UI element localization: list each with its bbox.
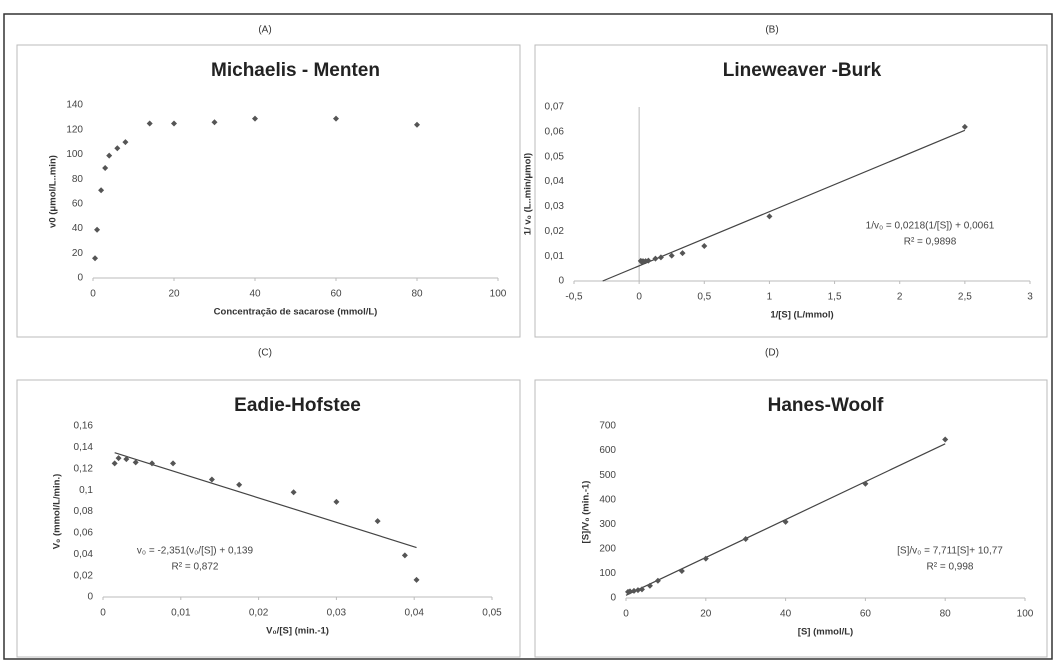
x-tick-label: 0,01: [171, 608, 191, 619]
x-tick-label: 40: [249, 289, 261, 300]
y-tick-label: 0,08: [74, 506, 94, 517]
y-tick-label: 0,04: [74, 549, 94, 560]
x-tick-label: 2,5: [958, 292, 972, 303]
figure: (A)Michaelis - Menten0204060801000204060…: [0, 0, 1056, 661]
y-tick-label: 0,12: [74, 463, 94, 474]
y-tick-label: 0,03: [545, 201, 565, 212]
y-tick-label: 600: [599, 445, 616, 456]
y-tick-label: 20: [72, 248, 84, 259]
x-axis-label: Concentração de sacarose (mmol/L): [214, 307, 378, 318]
y-tick-label: 0: [558, 276, 564, 287]
chart-title: Eadie-Hofstee: [234, 395, 361, 416]
x-tick-label: -0,5: [565, 292, 583, 303]
x-axis-label: 1/[S] (L/mmol): [770, 310, 833, 321]
y-tick-label: 0,04: [545, 176, 565, 187]
y-tick-label: 0: [87, 592, 93, 603]
x-tick-label: 100: [490, 289, 507, 300]
y-tick-label: 0: [610, 593, 616, 604]
y-tick-label: 0: [77, 273, 83, 284]
y-tick-label: 0,1: [79, 485, 93, 496]
y-tick-label: 140: [66, 100, 83, 111]
annotation: v₀ = -2,351(v₀/[S]) + 0,139: [137, 546, 254, 557]
x-tick-label: 0,04: [404, 608, 424, 619]
x-tick-label: 0: [100, 608, 106, 619]
y-tick-label: 100: [66, 149, 83, 160]
y-tick-label: 700: [599, 421, 616, 432]
x-axis-label: V₀/[S] (min.-1): [266, 626, 329, 637]
y-axis-label: [S]/V₀ (min.-1): [581, 481, 592, 544]
y-tick-label: 400: [599, 494, 616, 505]
panel-label: (D): [765, 348, 779, 359]
chart-title: Michaelis - Menten: [211, 60, 380, 81]
x-tick-label: 100: [1017, 609, 1034, 620]
y-tick-label: 0,02: [545, 226, 565, 237]
annotation: 1/v₀ = 0,0218(1/[S]) + 0,0061: [866, 221, 995, 232]
x-tick-label: 60: [330, 289, 342, 300]
y-tick-label: 100: [599, 568, 616, 579]
x-tick-label: 80: [940, 609, 952, 620]
y-tick-label: 200: [599, 543, 616, 554]
y-tick-label: 0,06: [545, 126, 565, 137]
x-tick-label: 0: [90, 289, 96, 300]
y-tick-label: 80: [72, 174, 84, 185]
y-tick-label: 40: [72, 223, 84, 234]
y-tick-label: 300: [599, 519, 616, 530]
chart-title: Hanes-Woolf: [768, 395, 884, 416]
panel-label: (C): [258, 348, 272, 359]
x-tick-label: 0: [636, 292, 642, 303]
annotation: R² = 0,872: [172, 562, 219, 573]
y-tick-label: 120: [66, 124, 83, 135]
chart-title: Lineweaver -Burk: [723, 60, 882, 81]
x-tick-label: 80: [411, 289, 423, 300]
x-tick-label: 0: [623, 609, 629, 620]
y-tick-label: 0,07: [545, 102, 565, 113]
x-tick-label: 1,5: [828, 292, 842, 303]
x-tick-label: 20: [700, 609, 712, 620]
x-tick-label: 0,05: [482, 608, 502, 619]
y-axis-label: V₀ (mmol/L/min.): [52, 474, 63, 550]
annotation: R² = 0,998: [927, 562, 974, 573]
x-tick-label: 1: [767, 292, 773, 303]
panel-label: (A): [258, 25, 271, 36]
x-tick-label: 0,02: [249, 608, 269, 619]
y-axis-label: v0 (μmol/L..min): [48, 155, 59, 228]
x-axis-label: [S] (mmol/L): [798, 627, 853, 638]
y-tick-label: 60: [72, 198, 84, 209]
y-tick-label: 500: [599, 470, 616, 481]
annotation: [S]/v₀ = 7,711[S]+ 10,77: [897, 546, 1003, 557]
y-tick-label: 0,16: [74, 421, 94, 432]
x-tick-label: 20: [168, 289, 180, 300]
x-tick-label: 3: [1027, 292, 1033, 303]
x-tick-label: 60: [860, 609, 872, 620]
y-tick-label: 0,14: [74, 442, 94, 453]
y-tick-label: 0,02: [74, 570, 94, 581]
y-tick-label: 0,06: [74, 528, 94, 539]
annotation: R² = 0,9898: [904, 237, 957, 248]
x-tick-label: 0,5: [697, 292, 711, 303]
x-tick-label: 40: [780, 609, 792, 620]
y-axis-label: 1/ v₀ (L..min/μmol): [523, 153, 534, 235]
x-tick-label: 2: [897, 292, 903, 303]
x-tick-label: 0,03: [327, 608, 347, 619]
y-tick-label: 0,01: [545, 251, 565, 262]
y-tick-label: 0,05: [545, 151, 565, 162]
panel-label: (B): [765, 25, 778, 36]
